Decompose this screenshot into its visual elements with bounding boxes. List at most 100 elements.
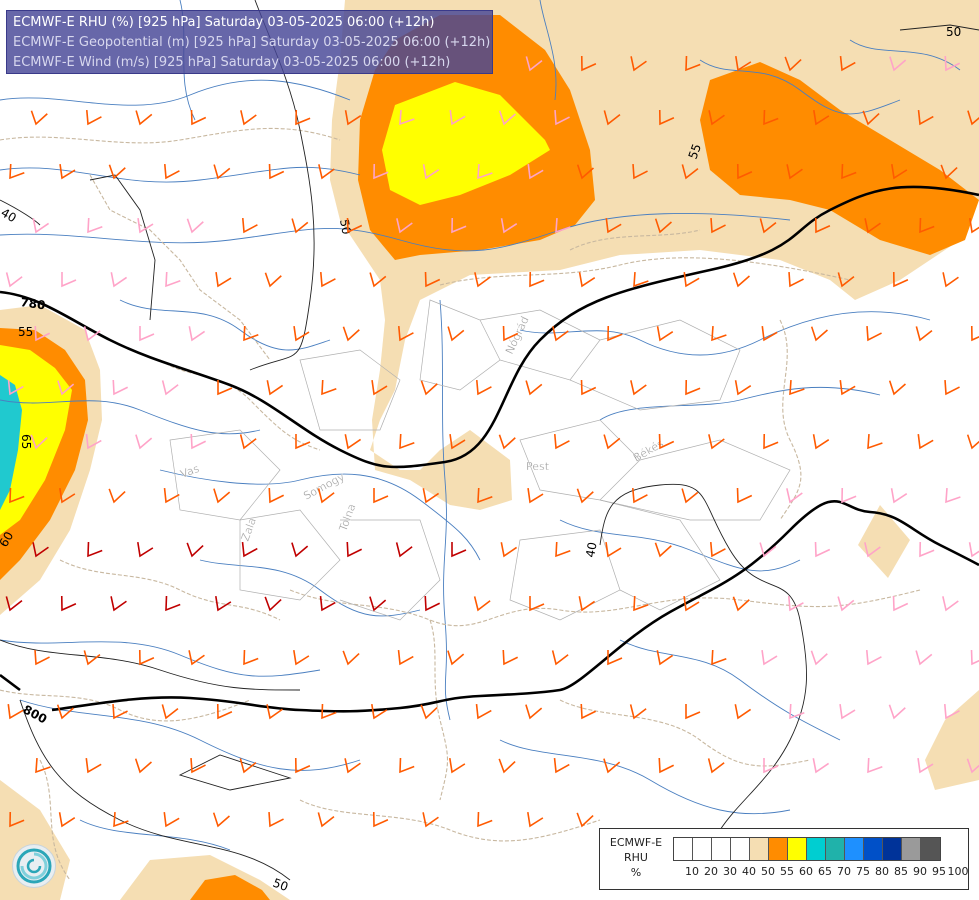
wind-barb [967,110,979,126]
wind-barb [371,704,388,720]
wind-barb [112,703,128,720]
legend-tick-label: 70 [837,865,851,878]
wind-barb [344,758,361,774]
wind-barb [447,326,465,342]
legend-swatch [864,838,883,860]
wind-barb [346,217,363,234]
legend-tick-label: 30 [723,865,737,878]
wind-barb [399,109,415,126]
wind-barb [525,56,543,72]
wind-barb [424,595,441,612]
wind-barb [632,163,648,180]
wind-barb [580,55,597,72]
wind-barb [814,217,831,234]
rh-area-55-northeast [700,62,979,255]
wind-barb [264,596,282,612]
legend-tick-label: 50 [761,865,775,878]
wind-barb [475,379,492,396]
wind-barb [422,812,439,828]
wind-barb [291,218,309,234]
legend-tick-label: 60 [799,865,813,878]
wind-barb [9,163,25,180]
wind-barb [9,811,25,828]
wind-barb [969,218,979,234]
wind-barb [108,164,126,180]
wind-barb [58,812,76,828]
wind-barb [707,758,725,774]
wind-barb [321,379,337,396]
wind-barb [605,218,622,234]
rh-area-60-west [0,345,72,535]
wind-barb [527,488,544,504]
wind-barb [112,379,129,396]
wind-barb [810,326,828,342]
geopotential-800-line [0,500,979,713]
wind-barb [342,326,360,342]
wind-barb [940,164,958,180]
wind-barb [215,272,232,288]
wind-barb [161,380,179,396]
wind-barb [708,434,725,450]
wind-barb [917,758,934,774]
rh-area-50-southeast [925,690,979,790]
wind-barb [919,217,935,234]
wind-barb [867,433,883,450]
wind-barb [810,650,828,666]
legend-tick-label: 100 [947,865,969,878]
legend-tick-label: 95 [932,865,946,878]
wind-barb [420,704,438,720]
wind-barb [630,380,647,396]
wind-barb [241,541,258,558]
wind-barb [553,433,570,450]
wind-barb [163,812,180,828]
place-tolna: Tolna [336,502,358,534]
wind-barb [34,649,50,666]
wind-barb [576,164,594,180]
wind-barb [685,55,701,72]
wind-barb [474,272,491,288]
wind-barb [839,704,856,720]
wind-barb [32,218,50,234]
wind-barb [789,379,805,396]
wind-barb [422,164,440,180]
wind-barb [5,272,23,288]
place-labels: Nógrád Pest Békés Vas Somogy Zala Tolna [178,314,666,543]
wind-barb [344,110,362,126]
wind-barb [190,433,207,450]
wind-barb [190,109,207,126]
wind-barb [373,488,389,504]
wind-barb [555,217,571,234]
wind-barb [268,487,285,504]
wind-barb [5,596,23,612]
wind-barb [216,703,233,720]
wind-barb [734,380,752,396]
geopotential-contours [0,185,979,713]
wind-barb [525,380,543,396]
wind-barb [293,326,310,342]
wind-barb [395,542,413,558]
wind-barb [605,542,622,558]
wind-barb [451,217,467,234]
wind-barb [658,109,675,126]
wind-barb [138,649,155,666]
wind-barb [654,218,672,234]
wind-barb [580,703,597,720]
wind-barb [317,812,335,828]
wind-barb [888,380,906,396]
wind-barb [759,542,777,558]
wind-barb [60,595,77,612]
wind-barb [788,271,804,288]
wind-barb [291,542,309,558]
wind-barb [763,758,779,774]
legend-swatch [769,838,788,860]
wind-barb [477,163,493,180]
legend-swatch [807,838,826,860]
wind-barb [477,811,493,828]
wind-barb [190,757,206,774]
wind-barb [919,541,935,558]
wind-barb [240,110,257,126]
legend-ticks: 10 20 30 40 50 55 60 65 70 75 80 85 90 95 100 [673,865,969,879]
wind-barb [685,704,701,720]
wind-barb [475,703,492,720]
